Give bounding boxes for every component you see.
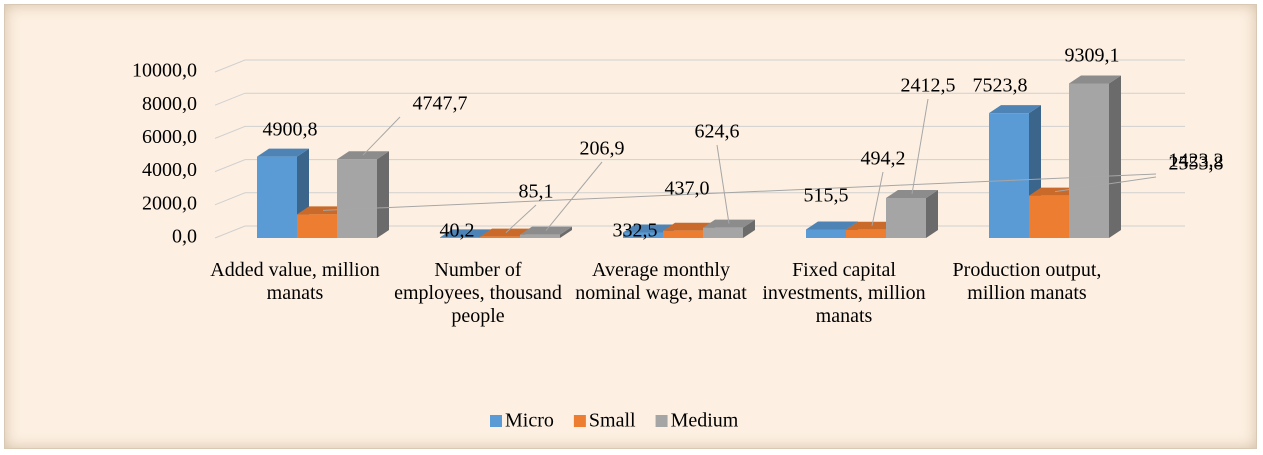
bar-face — [623, 232, 663, 238]
bar — [337, 151, 389, 238]
bar — [886, 189, 938, 238]
leader-line — [871, 171, 884, 226]
data-label: 7523,8 — [973, 75, 1028, 97]
data-label: 2412,5 — [901, 75, 956, 97]
bar-face — [989, 113, 1029, 238]
data-label: 332,5 — [613, 220, 658, 242]
bar-face — [440, 237, 480, 238]
legend-swatch — [655, 415, 668, 427]
legend-label: Micro — [505, 410, 554, 432]
data-label: 206,9 — [580, 138, 625, 160]
bar-face — [743, 219, 755, 238]
data-label: 494,2 — [861, 148, 906, 170]
bar-face — [806, 221, 858, 230]
bar-face — [440, 229, 492, 238]
data-label: 4900,8 — [263, 119, 318, 141]
x-tick-label: Production output, million manats — [952, 259, 1102, 304]
y-tick-label: 6000,0 — [142, 126, 197, 148]
bar-face — [257, 148, 309, 157]
bar-face — [846, 229, 886, 238]
data-label: 624,6 — [695, 121, 740, 143]
data-label: 4747,7 — [413, 93, 468, 115]
leader-line — [716, 144, 730, 224]
bar-face — [623, 224, 675, 233]
leader-line — [911, 98, 929, 195]
bar-face — [1109, 75, 1121, 239]
bar-face — [663, 222, 715, 231]
bar-face — [520, 234, 560, 238]
legend-swatch — [573, 415, 586, 427]
bar-face — [703, 227, 743, 238]
grid-line — [214, 192, 1185, 206]
leader-line — [362, 116, 401, 156]
bar-face — [560, 226, 572, 238]
bar-face — [257, 156, 297, 238]
leader-line — [322, 173, 1157, 211]
data-label: 1423,2 — [1169, 150, 1224, 172]
grid-line — [214, 125, 1185, 139]
data-label: 437,0 — [665, 178, 710, 200]
x-tick-label: Fixed capital investments, million manat… — [762, 259, 926, 327]
bar — [1069, 75, 1121, 239]
bar-face — [886, 197, 926, 238]
legend-swatch — [490, 415, 502, 427]
data-label: 85,1 — [519, 181, 554, 203]
data-label: 40,2 — [440, 220, 475, 242]
bar-face — [297, 214, 337, 238]
bar-face — [1029, 195, 1069, 238]
x-tick-label: Added value, million manats — [210, 259, 380, 304]
bar — [520, 226, 572, 238]
bar-face — [989, 105, 1041, 114]
y-tick-label: 2000,0 — [142, 192, 197, 214]
bar-face — [1069, 75, 1121, 84]
legend-label: Medium — [671, 410, 739, 432]
grid-line — [214, 59, 1185, 73]
legend-label: Small — [589, 410, 636, 432]
leader-line — [505, 204, 537, 233]
x-tick-label: Average monthly nominal wage, manat — [575, 259, 747, 304]
y-tick-label: 8000,0 — [142, 93, 197, 115]
bar-face — [663, 230, 703, 238]
data-label: 2553,8 — [1169, 153, 1224, 175]
y-tick-label: 10000,0 — [132, 60, 197, 82]
y-tick-label: 4000,0 — [142, 159, 197, 181]
data-label: 515,5 — [804, 185, 849, 207]
data-label: 9309,1 — [1065, 45, 1120, 67]
grid-line — [214, 92, 1185, 106]
leader-line — [545, 161, 603, 231]
x-tick-label: Number of employees, thousand people — [394, 259, 562, 327]
bar-face — [480, 236, 520, 238]
bar-face — [1069, 83, 1109, 239]
bar-face — [377, 151, 389, 238]
bar-face — [337, 159, 377, 238]
bar-face — [806, 229, 846, 238]
leader-line — [1054, 176, 1157, 193]
grid-line — [214, 159, 1185, 173]
bar-face — [926, 189, 938, 238]
y-tick-label: 0,0 — [172, 226, 197, 248]
